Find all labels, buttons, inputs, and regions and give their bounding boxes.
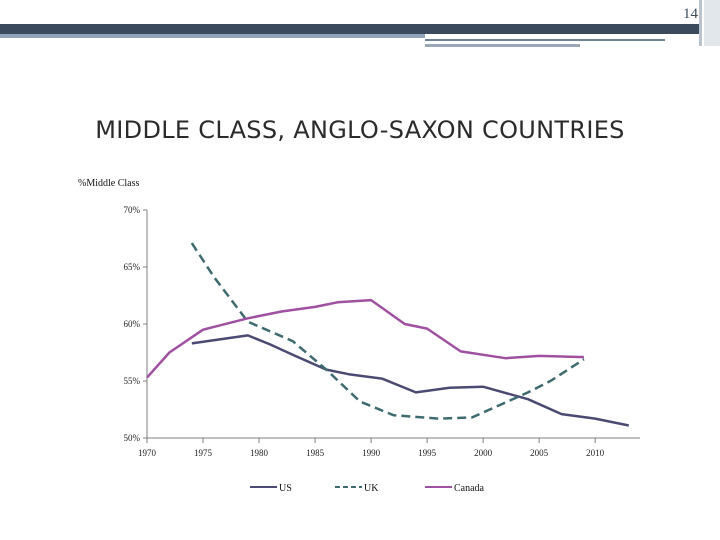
y-tick-label: 65% — [124, 262, 141, 272]
chart-axes: 50% 55% 60% 65% 70% 1970 1975 1980 1985 1990 1995 2… — [124, 205, 640, 458]
x-tick-label: 2000 — [474, 448, 493, 458]
header-rule-accent — [425, 44, 580, 47]
y-tick-label: 60% — [124, 319, 141, 329]
x-tick-label: 1980 — [250, 448, 269, 458]
y-axis-label: %Middle Class — [78, 178, 140, 189]
header-bar — [0, 24, 700, 34]
series-line-canada — [146, 298, 585, 379]
x-tick-label: 1990 — [362, 448, 381, 458]
x-tick-label: 1970 — [138, 448, 157, 458]
x-tick-label: 1975 — [194, 448, 213, 458]
y-tick-label: 50% — [124, 433, 141, 443]
slide-number: 14 — [683, 6, 698, 22]
chart-series — [146, 242, 630, 427]
header-side-line — [699, 0, 702, 46]
series-line-us — [191, 334, 630, 427]
legend-label-uk: UK — [364, 483, 379, 494]
x-tick-label: 2010 — [586, 448, 605, 458]
x-tick-label: 1985 — [306, 448, 325, 458]
header-accent-bar — [0, 34, 425, 38]
x-tick-label: 1995 — [418, 448, 437, 458]
header-side-panel — [704, 0, 720, 46]
legend-label-canada: Canada — [454, 483, 485, 494]
chart-legend: US UK Canada — [250, 483, 485, 494]
x-tick-label: 2005 — [530, 448, 549, 458]
legend-label-us: US — [279, 483, 292, 494]
y-tick-label: 70% — [124, 205, 141, 215]
series-line-uk — [190, 242, 585, 420]
y-tick-label: 55% — [124, 376, 141, 386]
chart-title: MIDDLE CLASS, ANGLO-SAXON COUNTRIES — [95, 116, 625, 144]
